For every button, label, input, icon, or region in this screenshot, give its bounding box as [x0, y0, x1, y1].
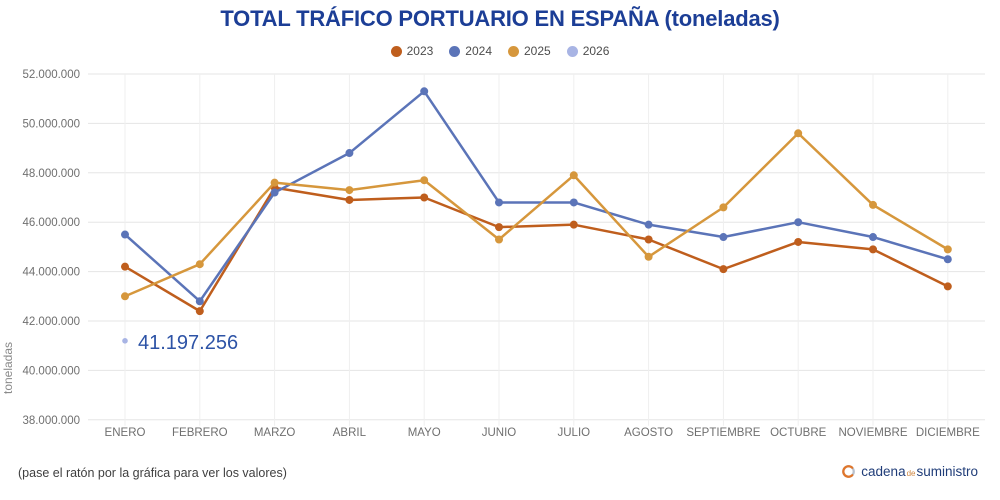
brand-name: cadenadesuministro: [861, 464, 978, 479]
data-point-2025-abril[interactable]: [345, 186, 354, 195]
data-point-2024-julio[interactable]: [569, 198, 578, 207]
legend-item-2023[interactable]: 2023: [390, 44, 434, 58]
x-tick-label: ENERO: [105, 427, 146, 439]
data-point-2023-noviembre[interactable]: [869, 245, 877, 254]
legend-dot-2025: [508, 45, 519, 57]
data-point-2024-septiembre[interactable]: [719, 233, 728, 242]
y-tick-label: 40.000.000: [22, 365, 80, 377]
data-point-2024-marzo[interactable]: [270, 188, 279, 197]
y-tick-label: 48.000.000: [22, 168, 80, 180]
data-point-2025-octubre[interactable]: [794, 129, 803, 138]
data-point-2024-agosto[interactable]: [644, 220, 653, 229]
series-2024: [121, 87, 952, 306]
series-2026: [122, 338, 128, 344]
y-tick-label: 46.000.000: [22, 217, 80, 229]
hover-hint-text: (pase el ratón por la gráfica para ver l…: [18, 466, 287, 480]
x-tick-label: ABRIL: [333, 427, 367, 439]
data-point-2023-abril[interactable]: [345, 195, 354, 204]
traffic-line-chart[interactable]: 52.000.000 50.000.000 48.000.000 46.000.000…: [0, 58, 1000, 458]
data-point-2026-enero[interactable]: [122, 338, 128, 344]
data-point-2025-septiembre[interactable]: [719, 203, 728, 212]
data-point-2023-febrero[interactable]: [195, 307, 204, 316]
chart-legend: 2023 2024 2025 2026: [0, 44, 1000, 58]
data-point-2025-marzo[interactable]: [270, 178, 279, 187]
x-tick-label: FEBRERO: [172, 427, 228, 439]
data-point-2023-mayo[interactable]: [420, 193, 429, 202]
x-tick-label: NOVIEMBRE: [838, 427, 907, 439]
data-point-2025-julio[interactable]: [569, 171, 578, 180]
legend-item-2024[interactable]: 2024: [449, 44, 492, 58]
legend-item-2026[interactable]: 2026: [566, 44, 610, 58]
legend-item-2025[interactable]: 2025: [508, 44, 551, 58]
data-point-2023-septiembre[interactable]: [719, 265, 728, 274]
data-point-2025-diciembre[interactable]: [943, 245, 952, 254]
x-tick-label: DICIEMBRE: [916, 427, 980, 439]
x-tick-label: OCTUBRE: [770, 427, 827, 439]
data-point-2024-enero[interactable]: [121, 230, 129, 239]
data-point-2025-febrero[interactable]: [195, 260, 204, 269]
y-tick-label: 42.000.000: [22, 316, 80, 328]
data-point-2023-junio[interactable]: [495, 223, 503, 232]
data-point-2024-octubre[interactable]: [794, 218, 803, 227]
x-tick-label: SEPTIEMBRE: [686, 427, 760, 439]
data-point-2025-junio[interactable]: [495, 235, 503, 244]
data-point-2024-abril[interactable]: [345, 149, 354, 158]
data-point-2023-diciembre[interactable]: [943, 282, 952, 291]
brand-de: de: [906, 469, 916, 478]
data-point-2023-octubre[interactable]: [794, 237, 803, 246]
legend-label-2026: 2026: [582, 44, 610, 58]
data-point-2024-diciembre[interactable]: [943, 255, 952, 264]
x-tick-label: JULIO: [558, 427, 591, 439]
data-point-2024-noviembre[interactable]: [869, 233, 877, 242]
legend-label-2024: 2024: [465, 44, 492, 58]
x-tick-label: AGOSTO: [624, 427, 673, 439]
legend-dot-2023: [390, 45, 402, 57]
y-axis-title: toneladas: [1, 342, 15, 394]
data-label-2026: 41.197.256: [138, 332, 238, 354]
data-point-2025-enero[interactable]: [121, 292, 129, 301]
legend-label-2023: 2023: [406, 44, 434, 58]
chart-title: TOTAL TRÁFICO PORTUARIO EN ESPAÑA (tonel…: [220, 6, 780, 31]
data-point-2023-enero[interactable]: [121, 262, 129, 271]
series-2025: [121, 129, 952, 301]
legend-dot-2026: [566, 45, 578, 57]
y-tick-label: 38.000.000: [22, 415, 80, 427]
series-2023: [121, 183, 952, 316]
data-point-2023-julio[interactable]: [569, 220, 578, 229]
data-point-2025-mayo[interactable]: [420, 176, 429, 185]
data-point-2023-agosto[interactable]: [644, 235, 653, 244]
data-point-2024-junio[interactable]: [495, 198, 503, 207]
y-tick-label: 50.000.000: [22, 118, 80, 130]
x-tick-label: MARZO: [254, 427, 296, 439]
data-point-2024-mayo[interactable]: [420, 87, 429, 96]
x-tick-label: JUNIO: [482, 427, 517, 439]
x-grid-and-ticks: ENERO FEBRERO MARZO ABRIL MAYO JUNIO JULIO AGOS…: [105, 74, 980, 439]
legend-dot-2024: [449, 45, 461, 57]
legend-label-2025: 2025: [524, 44, 551, 58]
x-tick-label: MAYO: [408, 427, 441, 439]
data-point-2025-agosto[interactable]: [644, 252, 653, 261]
brand-swirl-icon: [842, 465, 856, 478]
y-tick-label: 44.000.000: [22, 267, 80, 279]
y-tick-label: 52.000.000: [22, 69, 80, 81]
data-point-2025-noviembre[interactable]: [869, 200, 877, 209]
brand-logo-link[interactable]: cadenadesuministro: [841, 464, 978, 479]
data-point-2024-febrero[interactable]: [195, 297, 204, 306]
y-grid-and-ticks: 52.000.000 50.000.000 48.000.000 46.000.000…: [22, 69, 985, 427]
